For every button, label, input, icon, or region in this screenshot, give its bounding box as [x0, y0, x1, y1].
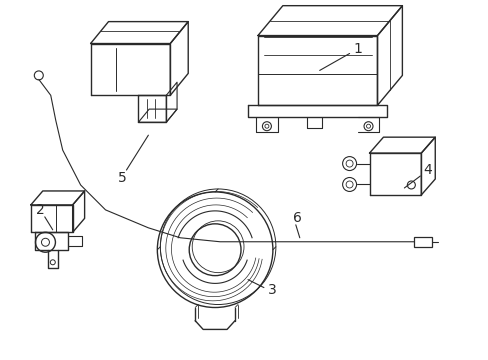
Text: 4: 4: [422, 163, 431, 177]
Text: 5: 5: [118, 171, 126, 185]
Text: 6: 6: [293, 211, 302, 225]
Bar: [413, 237, 431, 247]
Text: 3: 3: [267, 283, 276, 297]
Text: 2: 2: [36, 203, 45, 217]
Text: 1: 1: [352, 41, 361, 55]
